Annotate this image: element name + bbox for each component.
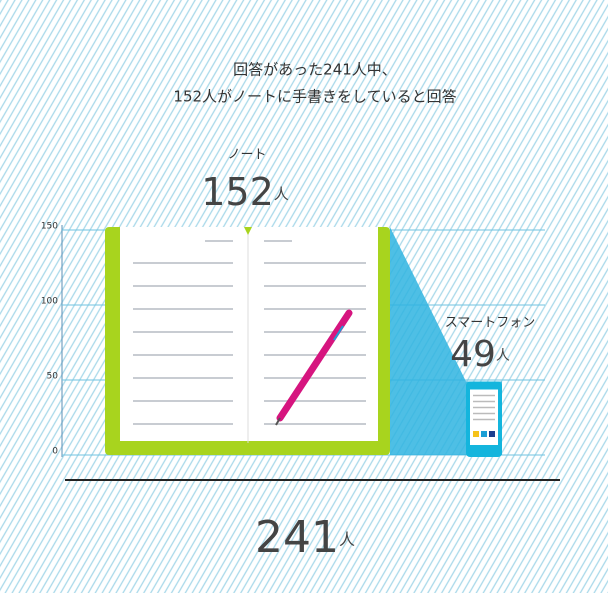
value-unit: 人	[496, 348, 510, 364]
page-right	[248, 227, 378, 441]
y-tick-label: 50	[47, 372, 59, 382]
value-number: 152	[201, 170, 274, 214]
category-label: ノート	[227, 148, 266, 163]
phone-icon	[473, 431, 479, 437]
title-line: 152人がノートに手書きをしていると回答	[173, 88, 456, 106]
phone-icon	[481, 431, 487, 437]
total-number: 241	[255, 512, 339, 563]
y-tick-label: 100	[41, 297, 58, 307]
chart: 回答があった241人中、 152人がノートに手書きをしていると回答 0 50 100…	[0, 0, 608, 593]
y-tick-label: 0	[52, 447, 58, 457]
value-number: 49	[450, 334, 496, 375]
page-left	[120, 227, 248, 441]
category-label: スマートフォン	[445, 316, 536, 331]
total-unit: 人	[339, 530, 355, 549]
value-unit: 人	[274, 185, 289, 203]
phone-icon	[489, 431, 495, 437]
title-line: 回答があった241人中、	[233, 61, 397, 79]
y-tick-label: 150	[41, 222, 58, 232]
